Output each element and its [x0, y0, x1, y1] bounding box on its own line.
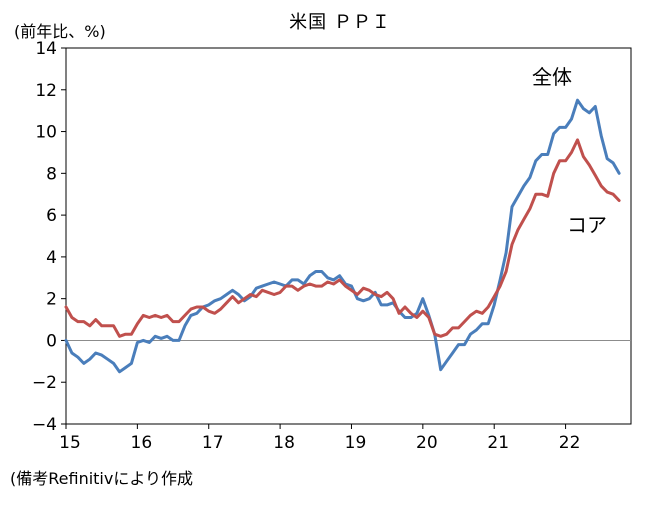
- x-tick-label: 20: [416, 433, 438, 453]
- series-lines: [64, 98, 621, 374]
- y-tick-label: −2: [32, 373, 57, 393]
- chart-title: 米国 ＰＰＩ: [289, 12, 391, 33]
- legend-label-total: 全体: [532, 65, 572, 89]
- y-axis: −4 −2 0 2 4 6 8 10 12 14: [32, 39, 66, 435]
- y-tick-label: 14: [35, 39, 57, 59]
- series-line-total: [64, 98, 621, 374]
- x-tick-label: 22: [559, 433, 581, 453]
- x-tick-label: 16: [131, 433, 153, 453]
- x-tick-label: 19: [345, 433, 367, 453]
- source-note: (備考Refinitivにより作成: [10, 469, 193, 488]
- x-tick-label: 21: [487, 433, 509, 453]
- legend-label-core: コア: [567, 213, 607, 237]
- y-tick-label: 12: [35, 81, 57, 101]
- series-line-core: [64, 138, 621, 338]
- y-tick-label: 0: [46, 331, 57, 351]
- y-tick-label: 10: [35, 123, 57, 143]
- x-tick-label: 18: [273, 433, 295, 453]
- plot-frame: [65, 47, 632, 425]
- y-tick-label: 8: [46, 164, 57, 184]
- x-axis: 15 16 17 18 19 20 21 22: [59, 424, 580, 453]
- y-axis-unit-label: (前年比、%): [14, 22, 106, 41]
- x-tick-label: 17: [202, 433, 224, 453]
- y-tick-label: 6: [46, 206, 57, 226]
- y-tick-label: 2: [46, 290, 57, 310]
- y-tick-label: −4: [32, 415, 57, 435]
- x-tick-label: 15: [59, 433, 81, 453]
- y-tick-label: 4: [46, 248, 57, 268]
